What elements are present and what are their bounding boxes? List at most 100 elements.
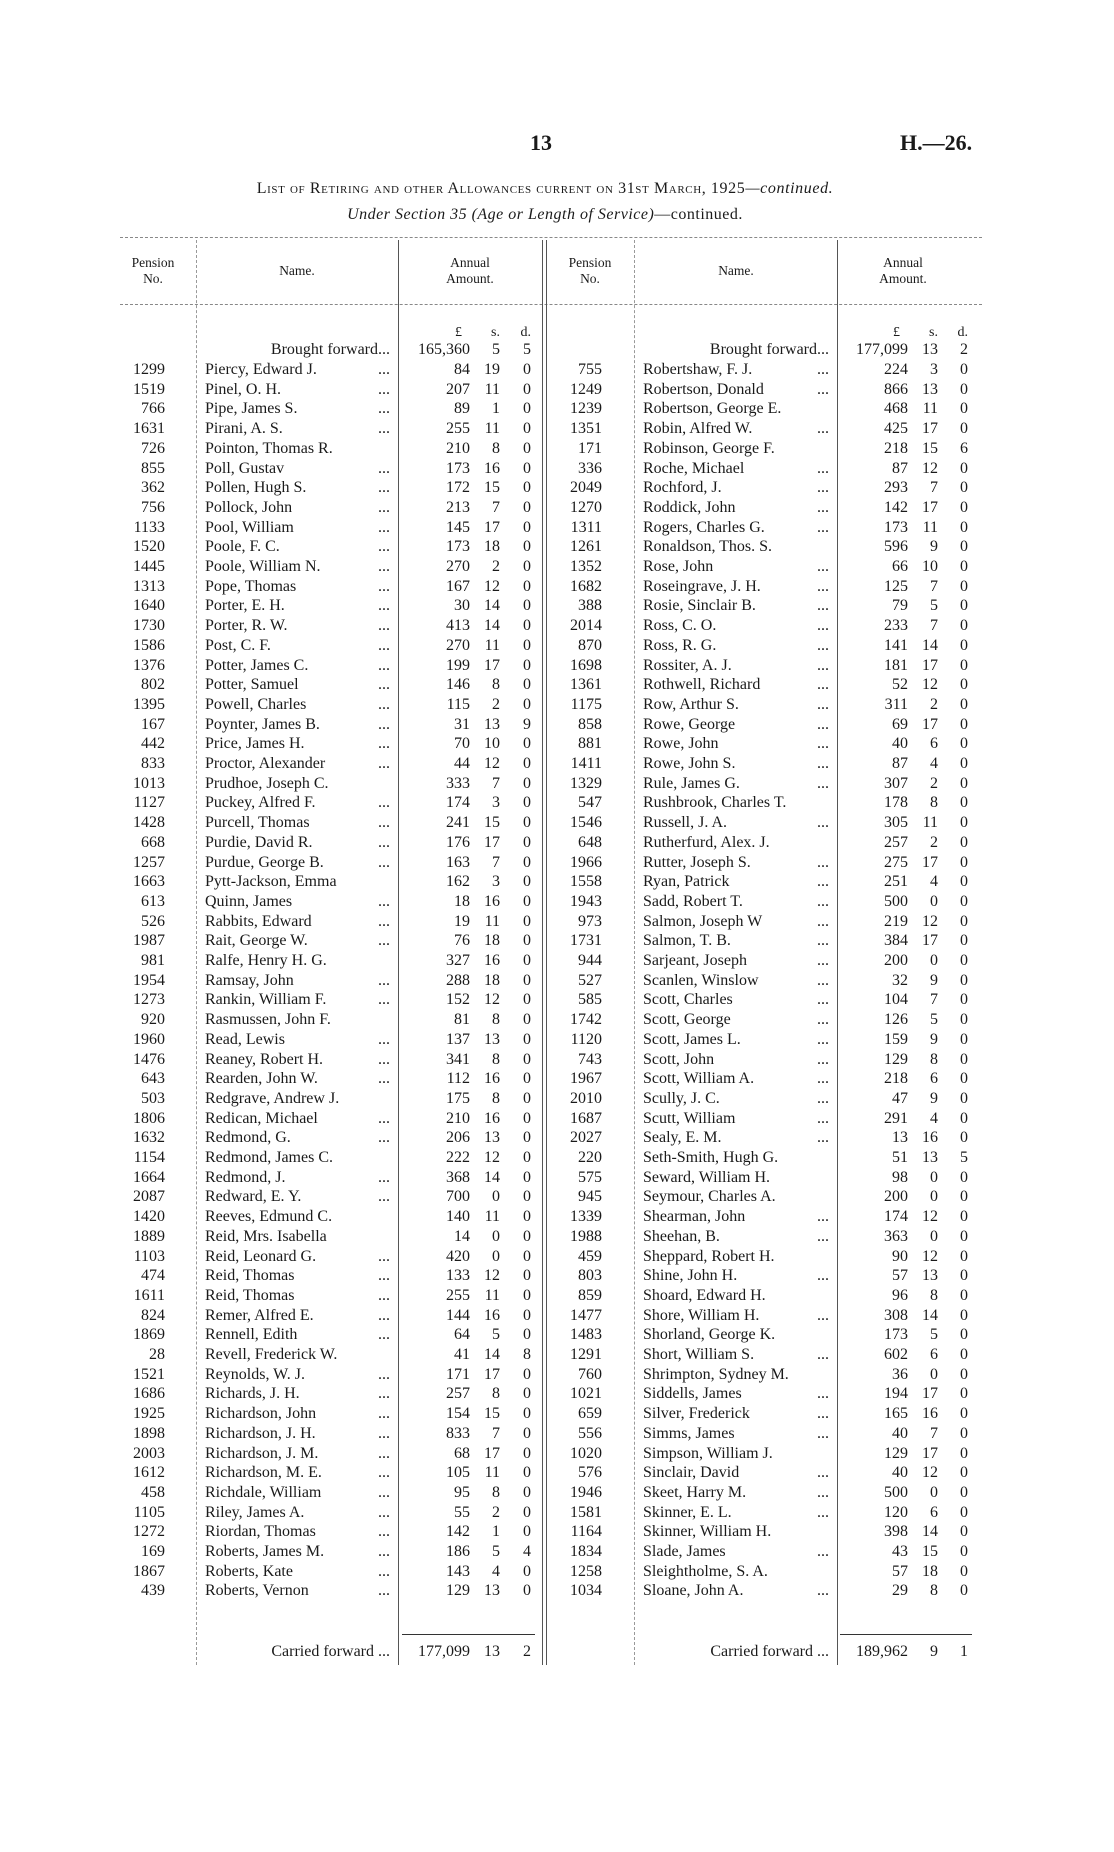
table-row: 439 Roberts, Vernon... 129 13 0: [0, 1581, 1114, 1601]
table-row: 547 Rushbrook, Charles T. 178 8 0: [0, 793, 1114, 813]
leader-dots: ...: [378, 932, 390, 950]
amount-shillings: 5: [492, 1543, 500, 1560]
leader-dots: ...: [378, 361, 390, 378]
amount-pounds: 833: [446, 1424, 470, 1442]
amount-pence: 0: [523, 833, 531, 851]
pension-number: 167: [141, 715, 165, 733]
table-row: 1640 Porter, E. H.... 30 14 0: [0, 596, 1114, 616]
leader-dots: ...: [378, 991, 390, 1009]
amount-shillings: 8: [492, 1089, 500, 1107]
header-top-rule: [120, 237, 982, 238]
amount-pounds: 43: [892, 1543, 908, 1560]
amount-pence: 0: [960, 597, 968, 615]
table-row: 585 Scott, Charles... 104 7 0: [0, 990, 1114, 1010]
brought-forward-row: Brought forward... 177,099 13 2: [0, 340, 1114, 360]
table-row: 1869 Rennell, Edith... 64 5 0: [0, 1325, 1114, 1345]
pensioner-name: Rosie, Sinclair B.: [643, 597, 756, 615]
amount-pounds: 30: [454, 597, 470, 615]
pension-number: 1376: [133, 656, 165, 674]
amount-shillings: 15: [484, 814, 500, 832]
pension-number: 1581: [570, 1503, 602, 1521]
amount-shillings: 13: [484, 1129, 500, 1147]
pensioner-name: Purcell, Thomas: [205, 814, 310, 832]
pension-number: 1164: [570, 1523, 602, 1541]
leader-dots: ...: [817, 420, 829, 438]
pensioner-name: Potter, Samuel: [205, 676, 299, 694]
table-row: 1428 Purcell, Thomas... 241 15 0: [0, 813, 1114, 833]
amount-pounds: 115: [446, 695, 470, 713]
leader-dots: ...: [378, 971, 390, 989]
amount-pence: 0: [960, 1050, 968, 1068]
pension-number: 442: [141, 735, 165, 753]
leader-dots: ...: [378, 558, 390, 575]
amount-pounds: 219: [884, 912, 908, 930]
pension-number: 648: [578, 833, 602, 851]
leader-dots: ...: [378, 1247, 390, 1265]
amount-shillings: 2: [492, 695, 500, 713]
amount-pounds: 233: [884, 617, 908, 635]
pensioner-name: Ronaldson, Thos. S.: [643, 538, 773, 556]
pensioner-name: Richardson, M. E.: [205, 1464, 322, 1482]
amount-pence: 0: [960, 1089, 968, 1107]
amount-pence: 8: [523, 1346, 531, 1363]
amount-pounds: 144: [446, 1306, 470, 1324]
amount-shillings: 6: [930, 735, 938, 753]
pensioner-name: Richards, J. H.: [205, 1385, 300, 1403]
table-row: 1291 Short, William S.... 602 6 0: [0, 1345, 1114, 1365]
amount-pence: 0: [960, 1109, 968, 1127]
amount-pounds: 96: [892, 1286, 908, 1304]
pensioner-name: Sheppard, Robert H.: [643, 1247, 775, 1265]
leader-dots: ...: [378, 1030, 390, 1048]
table-row: 1103 Reid, Leonard G.... 420 0 0: [0, 1247, 1114, 1267]
amount-shillings: 18: [484, 932, 500, 950]
table-row: 1520 Poole, F. C.... 173 18 0: [0, 537, 1114, 557]
pensioner-name: Rutter, Joseph S.: [643, 853, 751, 871]
amount-shillings: 9: [930, 1030, 938, 1048]
table-row: 1339 Shearman, John... 174 12 0: [0, 1207, 1114, 1227]
pensioner-name: Pointon, Thomas R.: [205, 439, 333, 457]
amount-pence: 0: [960, 617, 968, 635]
pensioner-name: Pinel, O. H.: [205, 380, 281, 398]
amount-shillings: 17: [922, 715, 938, 733]
amount-pence: 0: [960, 1365, 968, 1383]
name-header: Name.: [279, 263, 315, 278]
amount-shillings: 16: [484, 1306, 500, 1324]
pensioner-name: Rossiter, A. J.: [643, 656, 732, 674]
pensioner-name: Salmon, Joseph W: [643, 912, 763, 930]
pounds-unit: £: [893, 324, 900, 340]
amount-shillings: 16: [484, 459, 500, 477]
amount-pence: 0: [960, 538, 968, 556]
table-row: 613 Quinn, James... 18 16 0: [0, 892, 1114, 912]
leader-dots: ...: [378, 695, 390, 713]
table-row: 1477 Shore, William H.... 308 14 0: [0, 1306, 1114, 1326]
table-row: 1120 Scott, James L.... 159 9 0: [0, 1030, 1114, 1050]
pension-number: 1329: [570, 774, 602, 792]
amount-pence: 4: [523, 1543, 531, 1560]
pension-number: 1313: [133, 577, 165, 595]
amount-pounds: 40: [892, 735, 908, 753]
leader-dots: ...: [378, 1405, 390, 1423]
pensioner-name: Reynolds, W. J.: [205, 1365, 306, 1383]
amount-shillings: 12: [484, 755, 500, 772]
table-row: 881 Rowe, John... 40 6 0: [0, 734, 1114, 754]
pension-number: 858: [578, 715, 602, 733]
pension-number: 1103: [133, 1247, 165, 1265]
amount-pence: 0: [960, 1208, 968, 1226]
pension-number: 2003: [133, 1444, 165, 1462]
amount-shillings: 0: [492, 1227, 500, 1245]
pensioner-name: Redmond, J.: [205, 1168, 286, 1186]
leader-dots: ...: [817, 676, 829, 694]
leader-dots: ...: [817, 971, 829, 989]
pension-number: 1898: [133, 1424, 165, 1442]
amount-shillings: 8: [492, 1050, 500, 1068]
pensioner-name: Piercy, Edward J.: [205, 361, 317, 378]
amount-pounds: 257: [446, 1385, 470, 1403]
pension-number: 1612: [133, 1464, 165, 1482]
amount-pounds: 40: [892, 1464, 908, 1482]
amount-shillings: 12: [484, 1267, 500, 1285]
table-row: 1329 Rule, James G.... 307 2 0: [0, 774, 1114, 794]
table-row: 2027 Sealy, E. M.... 13 16 0: [0, 1128, 1114, 1148]
table-row: 2010 Scully, J. C.... 47 9 0: [0, 1089, 1114, 1109]
amount-shillings: 13: [922, 1149, 938, 1166]
leader-dots: ...: [378, 400, 390, 418]
